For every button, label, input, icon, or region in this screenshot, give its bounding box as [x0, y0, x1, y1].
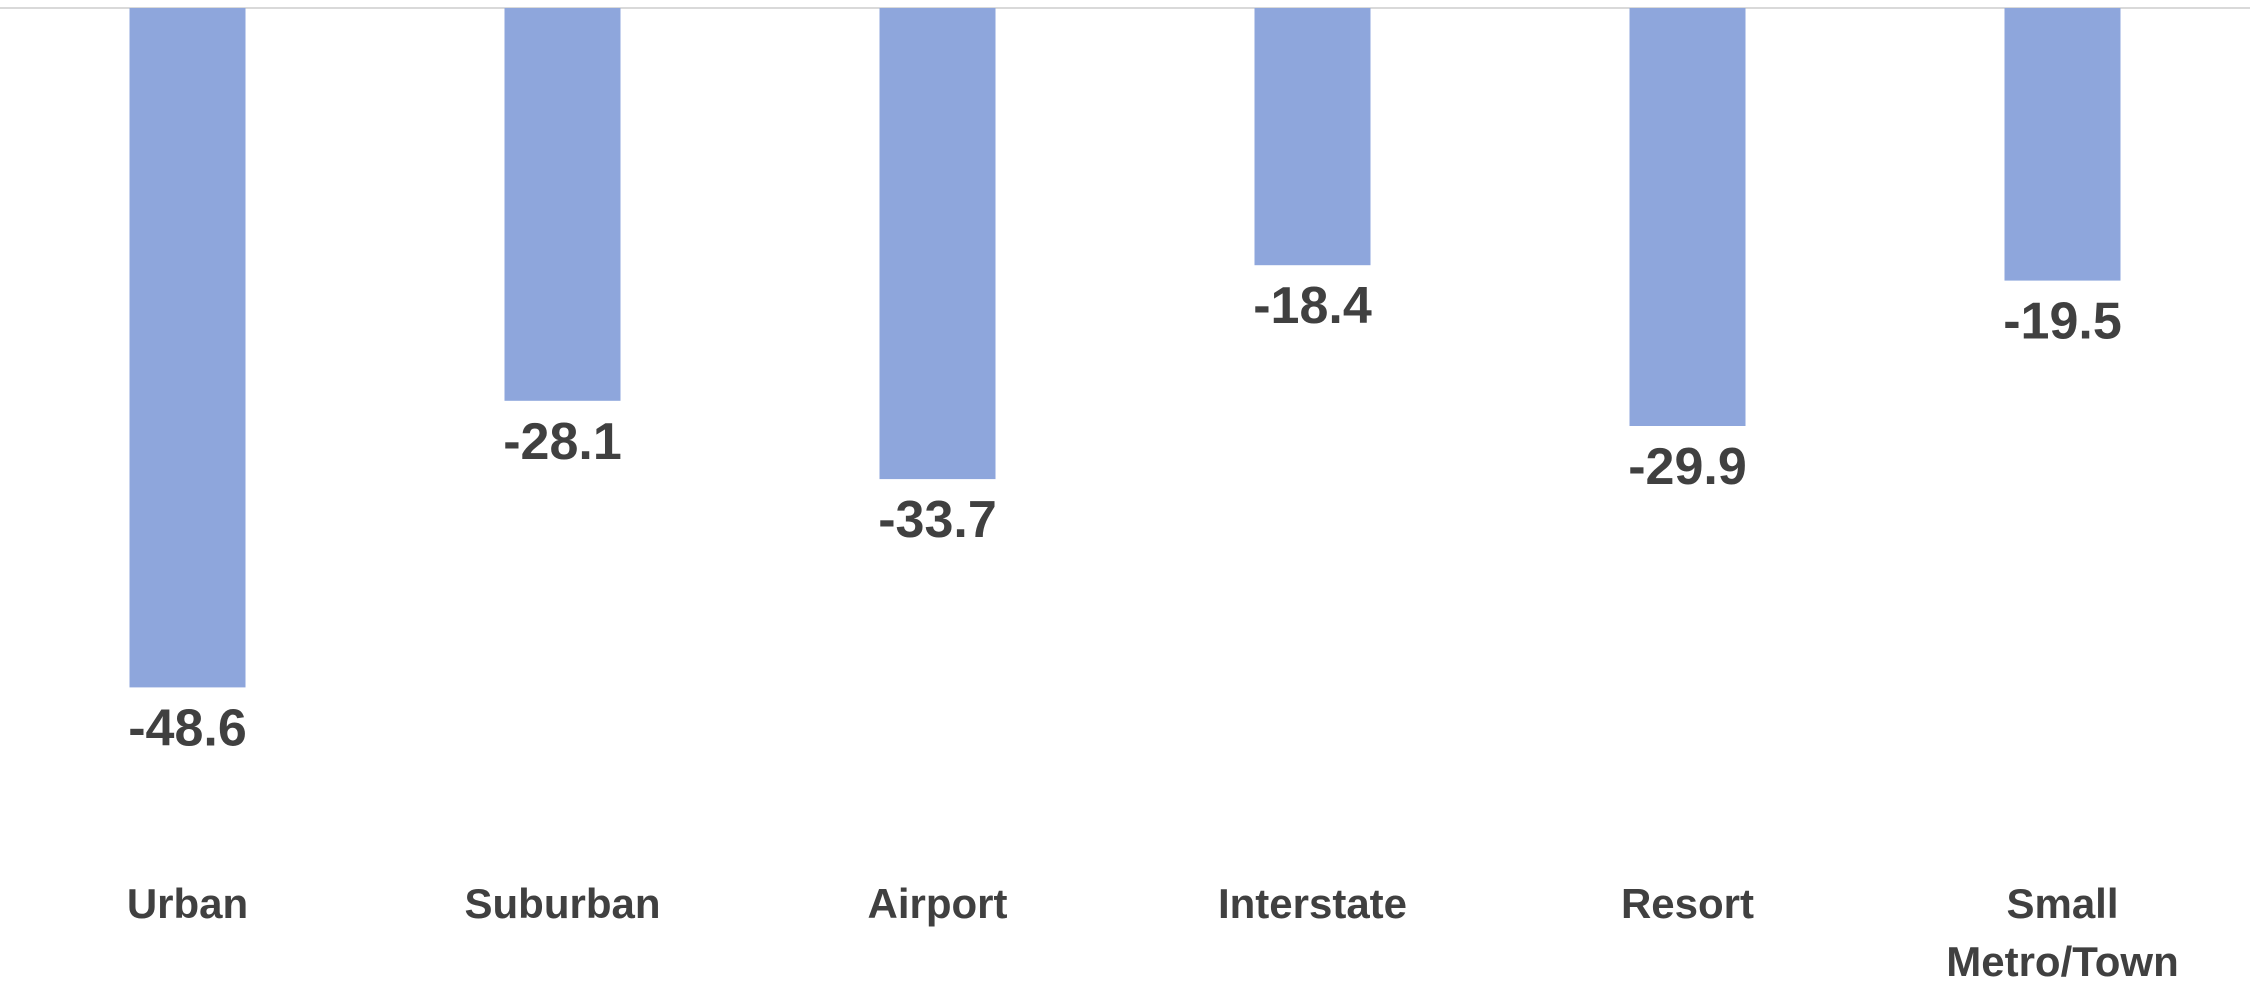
data-label: -29.9 — [1628, 438, 1747, 496]
category-label: Resort — [1621, 880, 1754, 927]
category-label: Suburban — [465, 880, 661, 927]
bar-small-metro-town — [2004, 8, 2121, 281]
data-label: -33.7 — [878, 491, 997, 549]
category-label: Metro/Town — [1946, 938, 2179, 985]
bars-group — [129, 8, 2121, 688]
data-label: -48.6 — [128, 699, 247, 757]
category-label: Interstate — [1218, 880, 1407, 927]
bar-resort — [1629, 8, 1746, 426]
category-label: Airport — [868, 880, 1008, 927]
bar-urban — [129, 8, 246, 688]
category-label: Urban — [127, 880, 248, 927]
category-labels-group: Urban Suburban Airport Interstate Resort Smal… — [127, 880, 2179, 985]
bar-airport — [879, 8, 996, 480]
data-label: -28.1 — [503, 413, 622, 471]
bar-suburban — [504, 8, 621, 401]
category-label: Small — [2006, 880, 2118, 927]
data-labels-group: -48.6 -28.1 -33.7 -18.4 -29.9 -19.5 — [128, 277, 2122, 757]
data-label: -19.5 — [2003, 293, 2122, 351]
data-label: -18.4 — [1253, 277, 1372, 335]
bar-interstate — [1254, 8, 1371, 266]
